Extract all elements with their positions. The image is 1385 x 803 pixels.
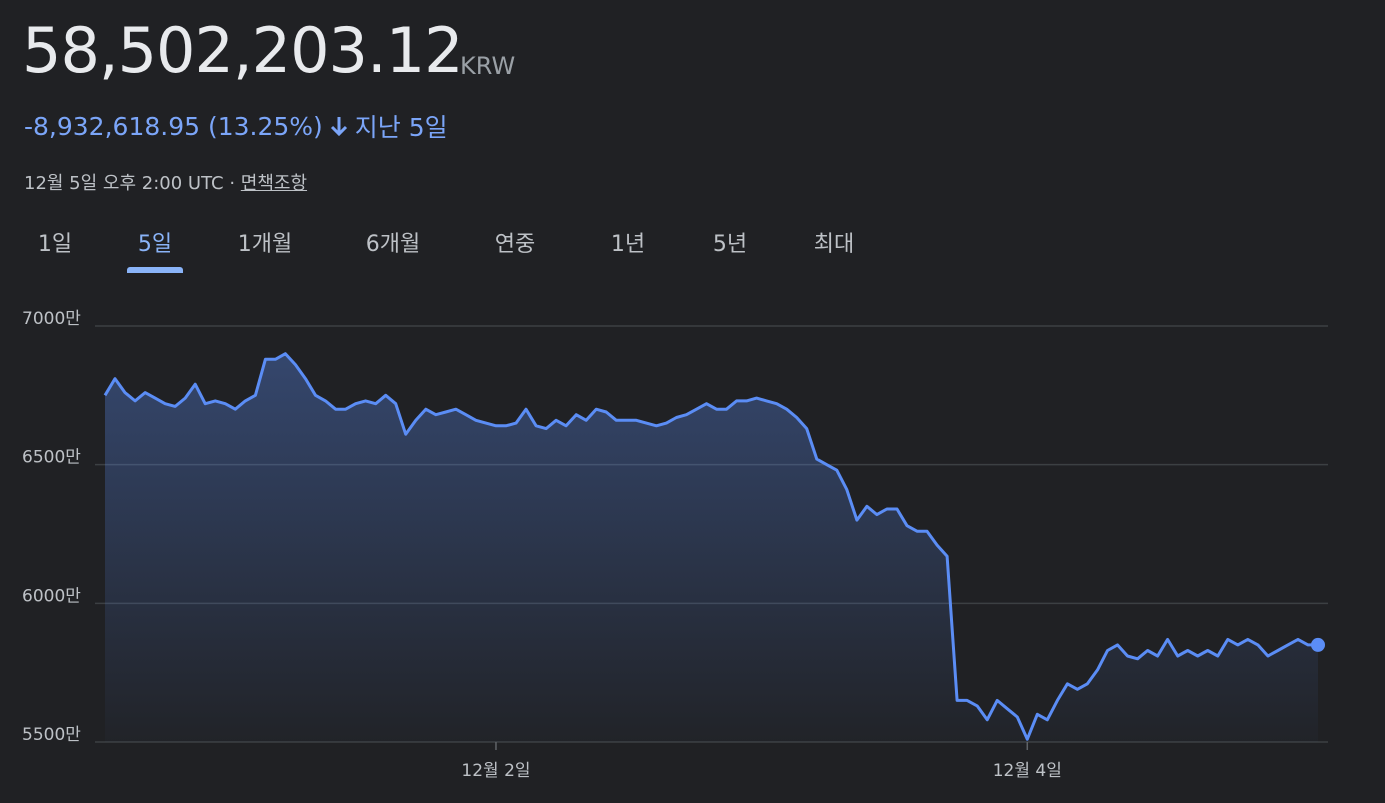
change-row: -8,932,618.95 (13.25%) 지난 5일 <box>24 108 448 144</box>
tab[interactable]: 5년 <box>712 232 748 257</box>
down-arrow <box>330 117 347 137</box>
price: 58,502,203.12 <box>22 14 464 87</box>
change: -8,932,618.95 (13.25%) <box>24 111 323 141</box>
period: 지난 5일 <box>354 113 448 142</box>
y-tick-label: 5500만 <box>22 725 81 745</box>
end-dot <box>1311 637 1325 652</box>
currency: KRW <box>460 52 516 80</box>
tab-underline <box>127 267 183 273</box>
tab[interactable]: 1개월 <box>237 232 293 257</box>
tab[interactable]: 최대 <box>813 232 855 257</box>
tab[interactable]: 5일 <box>137 232 173 257</box>
separator: · <box>229 173 236 194</box>
x-tick-label: 12월 2일 <box>461 761 530 781</box>
x-tick-label: 12월 4일 <box>993 761 1062 781</box>
timestamp: 12월 5일 오후 2:00 UTC <box>24 173 224 194</box>
tab[interactable]: 6개월 <box>365 232 421 257</box>
line <box>103 352 1318 741</box>
y-tick-label: 6000만 <box>22 586 81 606</box>
tab[interactable]: 1일 <box>37 232 73 257</box>
disclaimer[interactable]: 면책조항 <box>240 173 308 194</box>
y-tick-label: 7000만 <box>22 309 81 329</box>
tab[interactable]: 연중 <box>494 232 536 257</box>
y-tick-label: 6500만 <box>22 448 81 468</box>
timestamp-row: 12월 5일 오후 2:00 UTC · 면책조항 <box>24 169 307 195</box>
area <box>105 353 1318 742</box>
tab[interactable]: 1년 <box>610 232 646 257</box>
